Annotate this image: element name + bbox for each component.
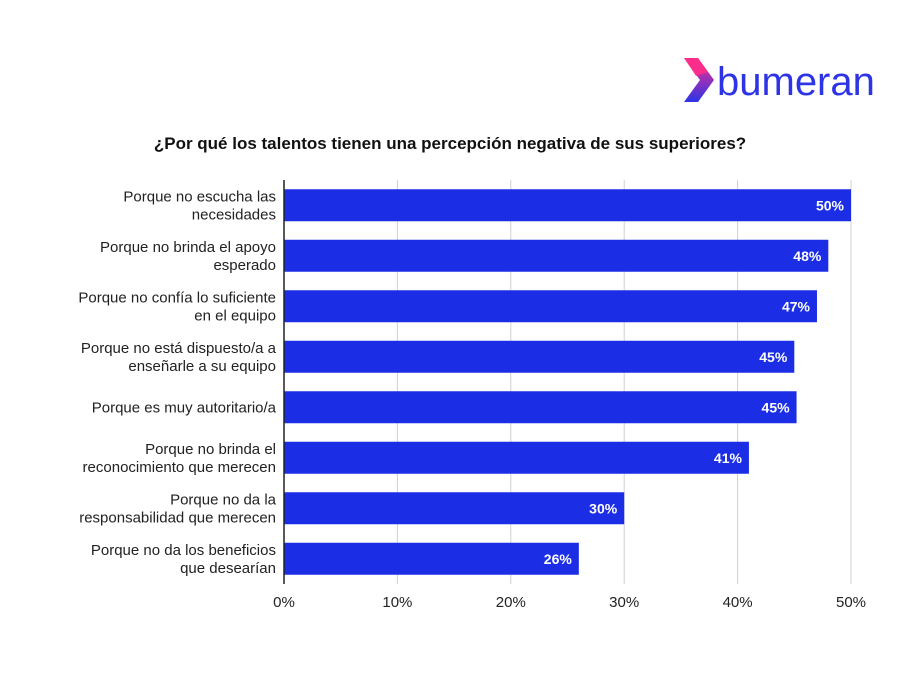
bar (284, 340, 795, 373)
data-label: 41% (714, 450, 743, 466)
category-label: responsabilidad que merecen (79, 509, 276, 526)
category-label: Porque no brinda el (145, 441, 276, 458)
chart-title: ¿Por qué los talentos tienen una percepc… (154, 134, 746, 153)
bar (284, 441, 749, 474)
brand-logo: bumeran (684, 58, 875, 104)
x-tick-label: 30% (609, 594, 639, 611)
category-label: Porque no brinda el apoyo (100, 239, 276, 256)
x-tick-label: 0% (273, 594, 295, 611)
category-label: que desearían (180, 560, 276, 577)
bar (284, 189, 851, 222)
category-label: necesidades (192, 206, 276, 223)
x-axis-ticks: 0% 10% 20% 30% 40% 50% (273, 594, 866, 611)
bars: 50% 48% 47% 45% 45% 41% 30% 26% (284, 189, 851, 575)
x-tick-label: 40% (723, 594, 753, 611)
category-label: Porque no da los beneficios (91, 542, 276, 559)
category-label: reconocimiento que merecen (83, 459, 276, 476)
bumeran-chevron-icon (684, 58, 714, 102)
bar (284, 290, 817, 323)
data-label: 48% (793, 248, 822, 264)
category-label: en el equipo (194, 307, 276, 324)
x-tick-label: 50% (836, 594, 866, 611)
category-label: Porque no escucha las (123, 188, 276, 205)
bar (284, 239, 829, 272)
data-label: 30% (589, 500, 618, 516)
data-label: 45% (759, 349, 788, 365)
bar (284, 492, 625, 525)
category-label: Porque no da la (170, 491, 277, 508)
x-tick-label: 20% (496, 594, 526, 611)
bar (284, 542, 579, 575)
brand-name: bumeran (717, 60, 875, 104)
bar (284, 391, 797, 424)
data-label: 47% (782, 298, 811, 314)
category-label: Porque es muy autoritario/a (92, 399, 277, 416)
category-label: Porque no confía lo suficiente (78, 289, 276, 306)
category-label: esperado (213, 257, 276, 274)
x-tick-label: 10% (382, 594, 412, 611)
data-label: 45% (762, 399, 791, 415)
data-label: 26% (544, 551, 573, 567)
category-label: Porque no está dispuesto/a a (81, 340, 277, 357)
data-label: 50% (816, 197, 845, 213)
category-label: enseñarle a su equipo (128, 358, 276, 375)
